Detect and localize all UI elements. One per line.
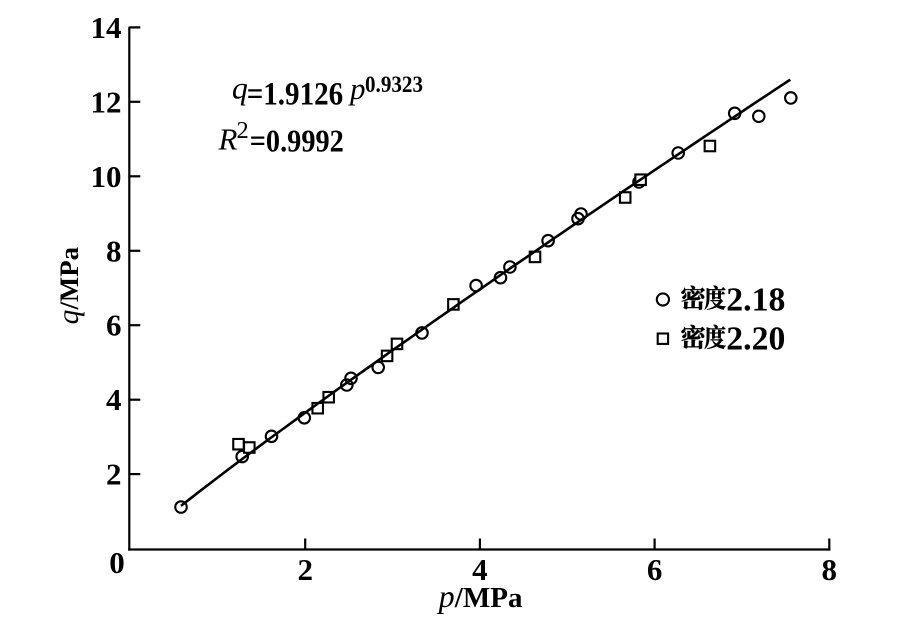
svg-text:2.20: 2.20 [726,321,785,358]
svg-text:p: p [348,71,366,106]
svg-text:10: 10 [91,159,122,194]
svg-text:2.18: 2.18 [726,282,785,319]
svg-text:2: 2 [297,552,313,587]
svg-text:p: p [437,578,455,614]
svg-text:4: 4 [472,552,488,587]
svg-text:4: 4 [106,382,122,417]
svg-text:8: 8 [106,233,122,268]
svg-text:2: 2 [237,117,249,144]
svg-text:0: 0 [109,545,125,580]
svg-text:14: 14 [91,10,122,45]
svg-text:q: q [53,309,85,324]
svg-text:6: 6 [647,552,663,587]
svg-text:2: 2 [106,457,122,492]
svg-text:q: q [232,70,248,106]
svg-text:12: 12 [91,84,122,119]
svg-text:=1.9126: =1.9126 [247,77,344,113]
svg-text:/MPa: /MPa [54,247,84,311]
svg-text:8: 8 [822,552,838,587]
svg-text:6: 6 [106,308,122,343]
svg-text:R: R [218,122,238,157]
svg-text:0.9323: 0.9323 [365,72,423,97]
svg-text:=0.9992: =0.9992 [250,123,344,159]
svg-text:/MPa: /MPa [454,582,523,614]
